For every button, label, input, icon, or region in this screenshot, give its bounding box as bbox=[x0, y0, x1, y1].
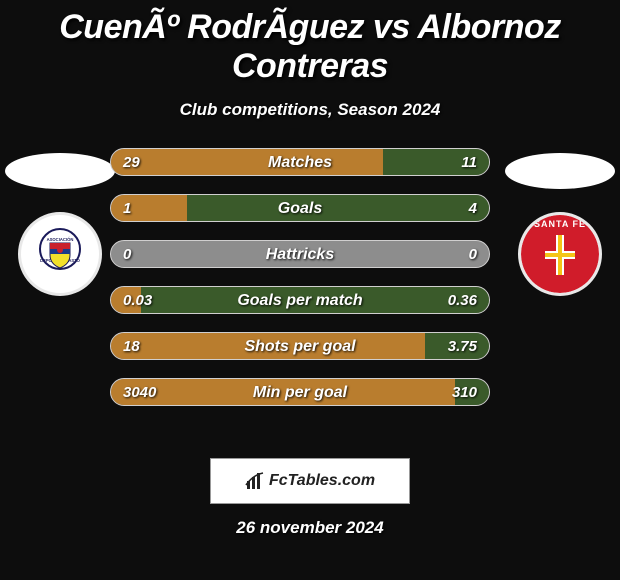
comparison-body: ASOCIACIÓN DEPORTIVO PASTO SANTA FE 29Ma… bbox=[0, 148, 620, 448]
stat-right-value: 0 bbox=[469, 241, 477, 268]
comparison-subtitle: Club competitions, Season 2024 bbox=[0, 100, 620, 120]
stat-row: 29Matches11 bbox=[110, 148, 490, 176]
stat-bars: 29Matches11 1Goals4 0Hattricks0 0.03Goals p… bbox=[110, 148, 490, 424]
source-badge[interactable]: FcTables.com bbox=[210, 458, 410, 504]
stat-right-value: 3.75 bbox=[448, 333, 477, 360]
source-label: FcTables.com bbox=[269, 472, 375, 490]
stat-label: Hattricks bbox=[111, 241, 489, 268]
stat-row: 0Hattricks0 bbox=[110, 240, 490, 268]
stat-label: Matches bbox=[111, 149, 489, 176]
stat-row: 3040Min per goal310 bbox=[110, 378, 490, 406]
stat-right-value: 310 bbox=[452, 379, 477, 406]
stat-label: Goals bbox=[111, 195, 489, 222]
comparison-title: CuenÃº RodrÃ­guez vs Albornoz Contreras bbox=[0, 0, 620, 86]
stat-right-value: 0.36 bbox=[448, 287, 477, 314]
stat-right-value: 11 bbox=[461, 149, 477, 176]
club-crest-left: ASOCIACIÓN DEPORTIVO PASTO bbox=[18, 212, 102, 296]
stat-label: Goals per match bbox=[111, 287, 489, 314]
chart-icon bbox=[245, 471, 265, 491]
stat-row: 0.03Goals per match0.36 bbox=[110, 286, 490, 314]
player-photo-left bbox=[5, 153, 115, 189]
stat-label: Shots per goal bbox=[111, 333, 489, 360]
stat-right-value: 4 bbox=[469, 195, 477, 222]
stat-row: 1Goals4 bbox=[110, 194, 490, 222]
svg-text:ASOCIACIÓN: ASOCIACIÓN bbox=[47, 237, 74, 242]
comparison-date: 26 november 2024 bbox=[0, 518, 620, 538]
club-crest-right: SANTA FE bbox=[518, 212, 602, 296]
stat-label: Min per goal bbox=[111, 379, 489, 406]
stat-row: 18Shots per goal3.75 bbox=[110, 332, 490, 360]
player-photo-right bbox=[505, 153, 615, 189]
